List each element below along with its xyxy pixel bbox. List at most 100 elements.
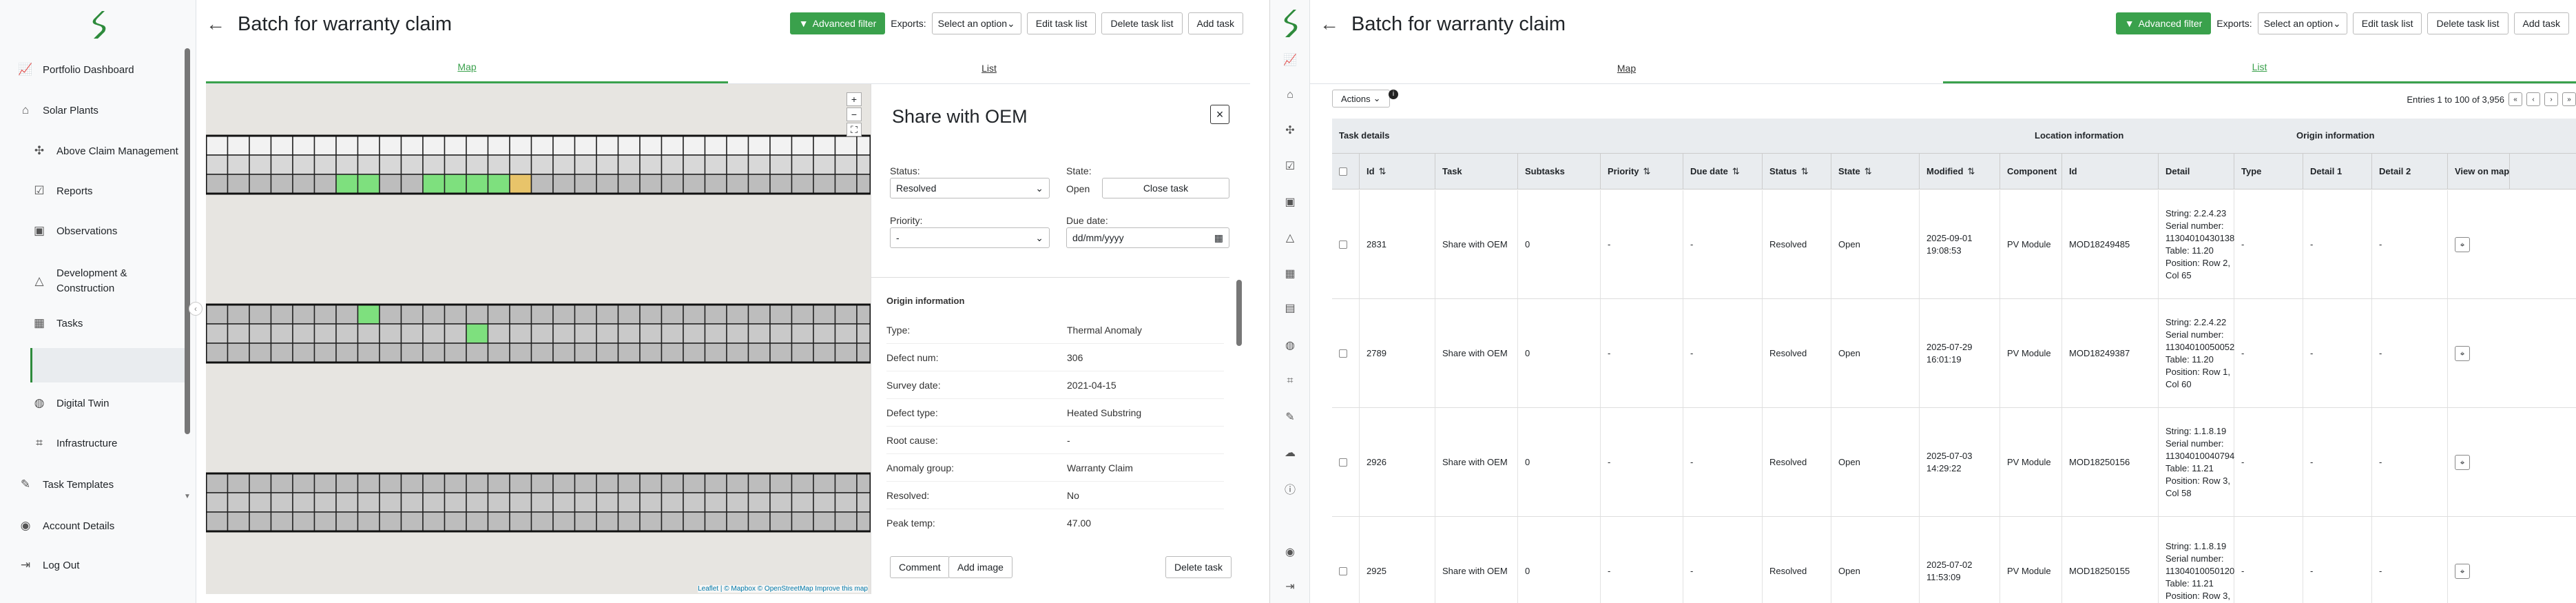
edit-task-list-button[interactable]: Edit task list <box>2352 12 2422 34</box>
status-select[interactable]: Resolved ⌄ <box>890 178 1050 198</box>
solar-panel-cell[interactable] <box>509 343 532 363</box>
solar-panel-cell[interactable] <box>726 304 749 325</box>
globe-icon[interactable]: ◍ <box>1285 340 1295 351</box>
solar-panel-cell[interactable] <box>704 135 727 156</box>
solar-panel-cell[interactable] <box>617 174 641 194</box>
solar-panel-cell[interactable] <box>747 135 771 156</box>
scroll-down-icon[interactable]: ▼ <box>184 493 191 500</box>
column-header-id[interactable]: Id ⇅ <box>1360 154 1435 189</box>
solar-panel-cell[interactable] <box>206 473 229 493</box>
solar-panel-cell[interactable] <box>313 135 337 156</box>
column-header-detail-1[interactable]: Detail 1 <box>2303 154 2372 189</box>
solar-panel-cell[interactable] <box>335 343 359 363</box>
solar-panel-cell[interactable] <box>270 473 293 493</box>
solar-panel-cell[interactable] <box>422 304 446 325</box>
solar-panel-cell[interactable] <box>769 135 793 156</box>
solar-panel-cell[interactable] <box>422 174 446 194</box>
solar-panel-cell[interactable] <box>813 473 836 493</box>
solar-panel-cell[interactable] <box>791 304 814 325</box>
solar-panel-cell[interactable] <box>552 174 576 194</box>
solar-panel-cell[interactable] <box>813 343 836 363</box>
solar-panel-cell[interactable] <box>227 135 250 156</box>
solar-panel-cell[interactable] <box>791 511 814 532</box>
solar-panel-cell[interactable] <box>509 304 532 325</box>
due-date-input[interactable]: dd/mm/yyyy ▦ <box>1066 227 1229 248</box>
document-icon[interactable]: ▤ <box>1285 303 1296 314</box>
solar-panel-cell[interactable] <box>639 473 663 493</box>
solar-panel-cell[interactable] <box>791 135 814 156</box>
solar-panel-cell[interactable] <box>683 492 706 513</box>
solar-panel-cell[interactable] <box>726 511 749 532</box>
solar-panel-cell[interactable] <box>769 174 793 194</box>
solar-panel-cell[interactable] <box>466 511 489 532</box>
solar-panel-cell[interactable] <box>292 511 315 532</box>
solar-panel-cell[interactable] <box>552 135 576 156</box>
column-header-modified[interactable]: Modified ⇅ <box>1920 154 2000 189</box>
solar-panel-cell[interactable] <box>422 154 446 175</box>
solar-panel-cell[interactable] <box>726 343 749 363</box>
solar-panel-cell[interactable] <box>769 343 793 363</box>
solar-panel-cell[interactable] <box>661 323 684 344</box>
solar-panel-cell[interactable] <box>400 154 424 175</box>
sidebar-item-infrastructure[interactable]: ⌗ Infrastructure <box>32 426 117 460</box>
first-page-icon[interactable]: « <box>2509 92 2522 106</box>
solar-panel-cell[interactable] <box>292 473 315 493</box>
solar-panel-map[interactable] <box>206 84 871 594</box>
column-header-state[interactable]: State ⇅ <box>1831 154 1920 189</box>
solar-panel-cell[interactable] <box>487 135 510 156</box>
solar-panel-cell[interactable] <box>574 304 597 325</box>
solar-panel-cell[interactable] <box>661 174 684 194</box>
add-task-button[interactable]: Add task <box>2513 12 2569 34</box>
solar-panel-cell[interactable] <box>249 473 272 493</box>
solar-panel-cell[interactable] <box>530 174 554 194</box>
brand-logo[interactable] <box>1280 8 1300 39</box>
solar-panel-cell[interactable] <box>747 511 771 532</box>
solar-panel-cell[interactable] <box>596 473 619 493</box>
row-checkbox[interactable] <box>1339 566 1347 575</box>
solar-panel-cell[interactable] <box>747 473 771 493</box>
solar-panel-cell[interactable] <box>661 492 684 513</box>
solar-panel-cell[interactable] <box>639 511 663 532</box>
solar-panel-cell[interactable] <box>747 304 771 325</box>
solar-panel-cell[interactable] <box>357 343 380 363</box>
solar-panel-cell[interactable] <box>206 174 229 194</box>
solar-panel-cell[interactable] <box>335 174 359 194</box>
solar-panel-cell[interactable] <box>444 304 467 325</box>
column-header-component[interactable]: Component <box>2000 154 2062 189</box>
sidebar-item-observations[interactable]: ▣ Observations <box>32 214 117 248</box>
solar-panel-cell[interactable] <box>509 174 532 194</box>
solar-panel-cell[interactable] <box>509 323 532 344</box>
solar-panel-cell[interactable] <box>639 154 663 175</box>
solar-panel-cell[interactable] <box>292 343 315 363</box>
solar-panel-cell[interactable] <box>683 174 706 194</box>
solar-panel-cell[interactable] <box>357 323 380 344</box>
info-icon[interactable]: i <box>1389 90 1398 99</box>
solar-panel-cell[interactable] <box>379 135 402 156</box>
solar-panel-cell[interactable] <box>747 174 771 194</box>
solar-panel-cell[interactable] <box>661 135 684 156</box>
solar-panel-cell[interactable] <box>444 154 467 175</box>
solar-panel-cell[interactable] <box>834 135 858 156</box>
solar-panel-cell[interactable] <box>856 511 871 532</box>
solar-panel-cell[interactable] <box>530 135 554 156</box>
solar-panel-cell[interactable] <box>379 511 402 532</box>
solar-panel-cell[interactable] <box>791 473 814 493</box>
exports-select[interactable]: Select an option ⌄ <box>2257 12 2347 34</box>
solar-panel-cell[interactable] <box>813 511 836 532</box>
solar-panel-cell[interactable] <box>422 135 446 156</box>
zoom-out-icon[interactable]: − <box>846 108 862 121</box>
add-image-button[interactable]: Add image <box>948 556 1012 578</box>
solar-panel-cell[interactable] <box>270 135 293 156</box>
solar-panel-cell[interactable] <box>791 174 814 194</box>
image-icon[interactable]: ▣ <box>1285 196 1296 208</box>
map-marker-icon[interactable]: ⌖ <box>2455 345 2470 361</box>
brand-logo[interactable] <box>88 10 109 40</box>
zoom-in-icon[interactable]: + <box>846 92 862 106</box>
solar-panel-cell[interactable] <box>206 511 229 532</box>
cloud-icon[interactable]: ☁ <box>1285 447 1296 459</box>
solar-panel-cell[interactable] <box>335 323 359 344</box>
solar-panel-cell[interactable] <box>639 323 663 344</box>
advanced-filter-button[interactable]: ▼ Advanced filter <box>2115 12 2212 34</box>
solar-panel-cell[interactable] <box>400 511 424 532</box>
solar-panel-cell[interactable] <box>530 323 554 344</box>
